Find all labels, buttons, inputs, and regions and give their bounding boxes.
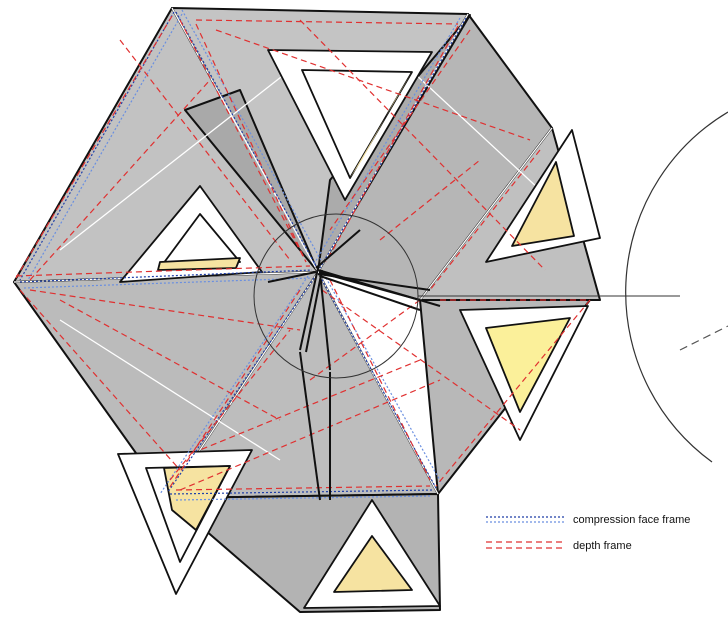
magnified-circle-arc [625, 111, 728, 463]
magnified-dash [679, 325, 728, 351]
legend-item-depth: depth frame [486, 540, 632, 552]
frame-bottom-inner [333, 535, 413, 593]
frame-group [117, 49, 601, 609]
legend: compression face frame depth frame [486, 514, 690, 552]
legend-item-compression: compression face frame [486, 514, 690, 526]
frame-bottom-left-pane [163, 465, 231, 531]
strut-hub [267, 229, 441, 501]
frame-right-lower-inner [485, 317, 571, 413]
frame-top-pane [350, 72, 412, 178]
legend-label-compression: compression face frame [573, 514, 690, 526]
frame-right-upper-inner [511, 161, 575, 247]
depth-frame-lines [15, 15, 591, 491]
panel-center-fold [184, 89, 319, 273]
legend-label-depth: depth frame [573, 540, 632, 552]
